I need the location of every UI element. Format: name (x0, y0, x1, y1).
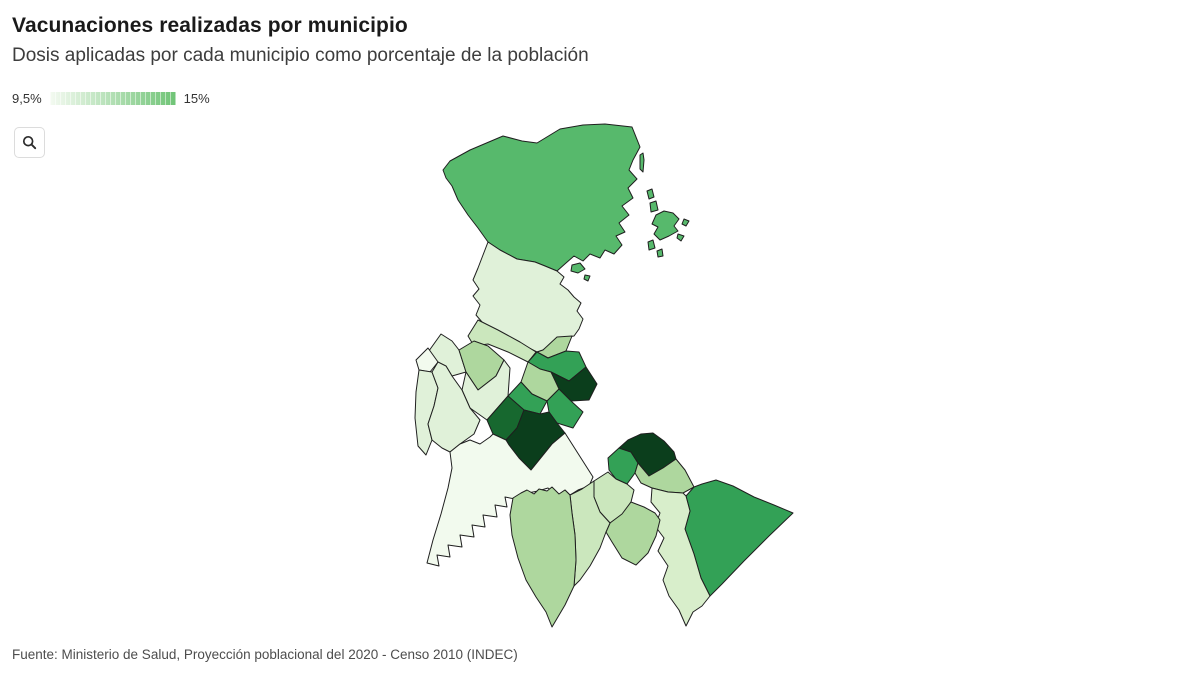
map-region-island-6[interactable] (676, 233, 685, 242)
legend-gradient-bar (49, 92, 176, 105)
map-region-coast-islet-b[interactable] (583, 274, 591, 282)
map-region-coast-islet-a[interactable] (570, 262, 586, 274)
legend-max-label: 15% (183, 91, 210, 106)
map-region-south-light-band[interactable] (634, 458, 695, 494)
header: Vacunaciones realizadas por municipio Do… (12, 14, 589, 67)
chart-title: Vacunaciones realizadas por municipio (12, 14, 408, 37)
map-region-south-center-big[interactable] (509, 486, 577, 628)
map-region-south-mid-block[interactable] (605, 501, 661, 566)
map-region-west-wedge[interactable] (415, 347, 439, 373)
map-region-west-col-b[interactable] (427, 361, 481, 453)
chart-subtitle: Dosis aplicadas por cada municipio como … (12, 45, 589, 66)
map-region-island-8[interactable] (656, 248, 664, 258)
map-region-south-pale-e[interactable] (650, 487, 711, 627)
color-legend: 9,5% 15% (12, 91, 210, 106)
map-region-island-4[interactable] (651, 210, 680, 241)
map-region-north-pale[interactable] (472, 241, 584, 353)
map-region-island-1[interactable] (639, 152, 645, 173)
magnifier-icon (22, 135, 37, 150)
map-region-island-5[interactable] (681, 218, 690, 227)
legend-min-label: 9,5% (12, 91, 42, 106)
source-note: Fuente: Ministerio de Salud, Proyección … (12, 647, 518, 662)
map-region-south-darkest[interactable] (618, 432, 677, 477)
map-region-island-2[interactable] (646, 188, 655, 200)
map-region-island-3[interactable] (649, 200, 659, 213)
zoom-button[interactable] (14, 127, 45, 158)
map-region-island-7[interactable] (647, 239, 656, 251)
map-region-north-main[interactable] (442, 123, 641, 272)
